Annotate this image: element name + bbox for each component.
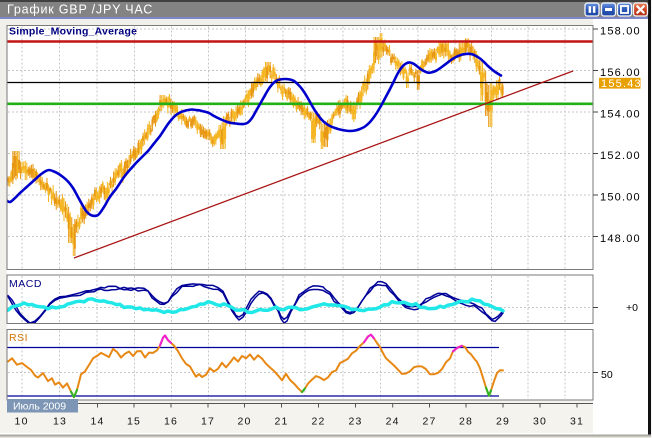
svg-text:24: 24: [386, 416, 400, 428]
svg-text:13: 13: [53, 416, 67, 428]
svg-text:22: 22: [311, 416, 325, 428]
svg-text:152.00: 152.00: [600, 150, 641, 162]
svg-text:График GBP /JPY ЧАС: График GBP /JPY ЧАС: [7, 3, 153, 17]
svg-text:14: 14: [90, 416, 104, 428]
svg-text:20: 20: [237, 416, 251, 428]
svg-text:16: 16: [164, 416, 178, 428]
svg-text:154.00: 154.00: [600, 109, 641, 121]
svg-text:MACD: MACD: [9, 278, 42, 290]
svg-text:17: 17: [201, 416, 215, 428]
svg-text:27: 27: [422, 416, 436, 428]
svg-text:29: 29: [496, 416, 510, 428]
svg-text:158.00: 158.00: [600, 26, 641, 38]
svg-text:31: 31: [570, 416, 584, 428]
svg-text:23: 23: [348, 416, 362, 428]
svg-text:15: 15: [127, 416, 141, 428]
svg-text:148.00: 148.00: [600, 233, 641, 245]
svg-text:50: 50: [601, 369, 613, 381]
svg-text:Simple_Moving_Average: Simple_Moving_Average: [9, 26, 137, 38]
svg-text:150.00: 150.00: [600, 192, 641, 204]
svg-text:Июль 2009: Июль 2009: [13, 401, 66, 413]
svg-text:+0: +0: [626, 302, 638, 314]
svg-text:156.00: 156.00: [600, 67, 641, 79]
svg-text:30: 30: [533, 416, 547, 428]
svg-text:155.43: 155.43: [601, 78, 642, 90]
svg-text:RSI: RSI: [9, 332, 28, 344]
svg-text:10: 10: [15, 416, 29, 428]
svg-text:28: 28: [459, 416, 473, 428]
svg-text:21: 21: [274, 416, 288, 428]
